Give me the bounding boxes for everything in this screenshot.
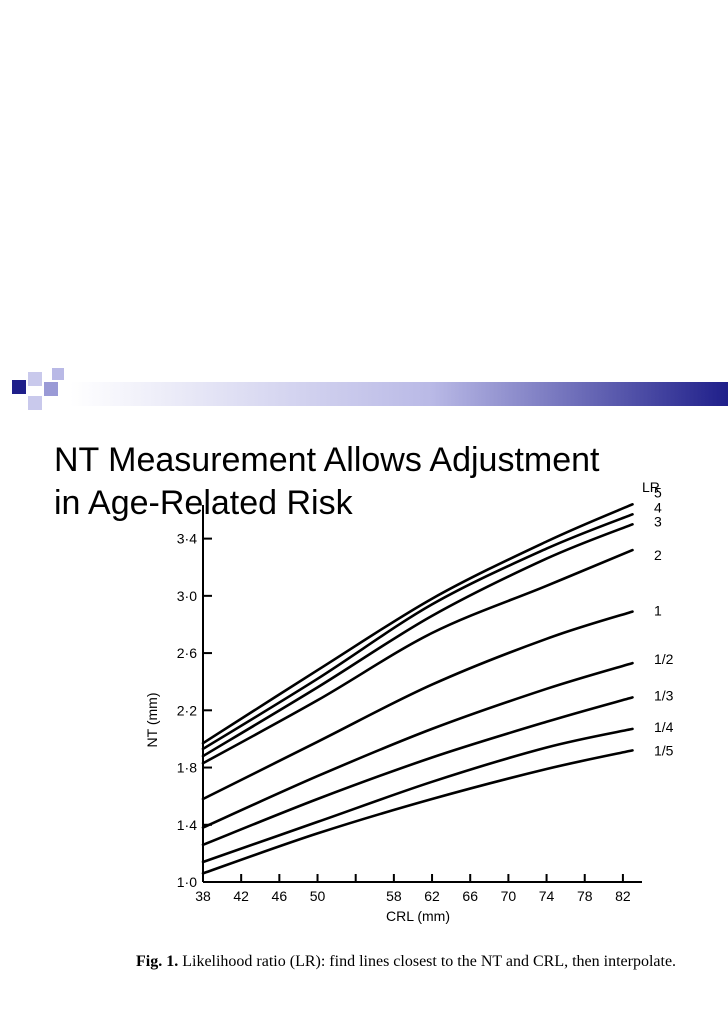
deco-square-mid (44, 382, 58, 396)
slide-header-decoration (12, 368, 728, 410)
series-line-lr-1-2 (201, 661, 634, 829)
y-tick-label: 3·4 (177, 531, 197, 547)
deco-square-mid-2 (52, 368, 64, 380)
series-line-lr-3 (201, 523, 634, 758)
x-tick-label: 50 (310, 888, 326, 904)
header-gradient-band (70, 382, 728, 406)
y-tick-label: 2·2 (177, 702, 197, 718)
x-tick-label: 82 (615, 888, 631, 904)
series-line-lr-2 (201, 548, 634, 765)
series-lines (201, 503, 634, 875)
x-axis-title: CRL (mm) (386, 908, 450, 924)
series-line-lr-1-3 (201, 696, 634, 847)
y-tick-label: 1·8 (177, 760, 197, 776)
y-axis-title: NT (mm) (144, 693, 160, 748)
series-line-lr-4 (201, 513, 634, 751)
axes: 38 42 46 50 58 62 66 70 74 78 82 1·0 1·4 1·8 2·2 2·6 3·0… (177, 505, 642, 904)
lr-line-chart: 38 42 46 50 58 62 66 70 74 78 821·01·41·82·22·63·0… (144, 479, 674, 924)
series-label-lr-1: 1 (654, 603, 662, 619)
x-tick-label: 42 (233, 888, 249, 904)
x-tick-label: 38 (195, 888, 211, 904)
series-line-lr-1 (201, 610, 634, 801)
figure-caption-text: Likelihood ratio (LR): find lines closes… (178, 953, 677, 970)
deco-square-light (28, 372, 42, 386)
x-tick-label: 66 (462, 888, 478, 904)
series-label-lr-1-2: 1/2 (654, 651, 674, 667)
x-tick-label: 78 (577, 888, 593, 904)
series-label-lr-4: 4 (654, 499, 662, 515)
slide-title-line-1: NT Measurement Allows Adjustment (54, 441, 600, 479)
series-label-lr-2: 2 (654, 547, 662, 563)
x-tick-label: 46 (272, 888, 288, 904)
x-tick-label: 74 (539, 888, 555, 904)
y-tick-label: 1·4 (177, 817, 197, 833)
series-label-lr-5: 5 (654, 484, 662, 500)
series-label-lr-3: 3 (654, 513, 662, 529)
y-tick-label: 2·6 (177, 645, 197, 661)
series-label-lr-1-3: 1/3 (654, 687, 674, 703)
y-tick-label: 1·0 (177, 874, 197, 890)
x-tick-label: 62 (424, 888, 440, 904)
series-label-lr-1-4: 1/4 (654, 719, 674, 735)
x-tick-label: 70 (501, 888, 517, 904)
figure-caption-label: Fig. 1. (136, 953, 179, 970)
series-line-lr-1-4 (201, 727, 634, 864)
legend-title: LR (642, 479, 660, 495)
series-line-lr-5 (201, 503, 634, 745)
x-tick-label: 58 (386, 888, 402, 904)
deco-square-dark (12, 380, 26, 394)
deco-square-light-2 (28, 396, 42, 410)
series-labels: 543 2 1 1/2 1/3 1/4 1/5 (654, 484, 674, 758)
series-line-lr-1-5 (201, 749, 634, 875)
y-tick-label: 3·0 (177, 588, 197, 604)
figure-caption: Fig. 1. Likelihood ratio (LR): find line… (136, 951, 696, 972)
series-label-lr-1-5: 1/5 (654, 742, 674, 758)
